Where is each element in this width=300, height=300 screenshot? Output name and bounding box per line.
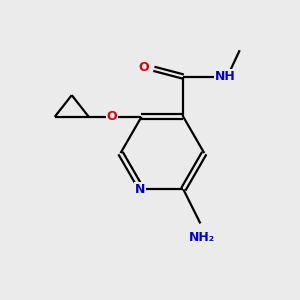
Text: O: O	[139, 61, 149, 74]
Text: NH: NH	[215, 70, 236, 83]
Text: O: O	[107, 110, 117, 123]
Text: NH₂: NH₂	[189, 231, 215, 244]
Text: N: N	[135, 183, 145, 196]
